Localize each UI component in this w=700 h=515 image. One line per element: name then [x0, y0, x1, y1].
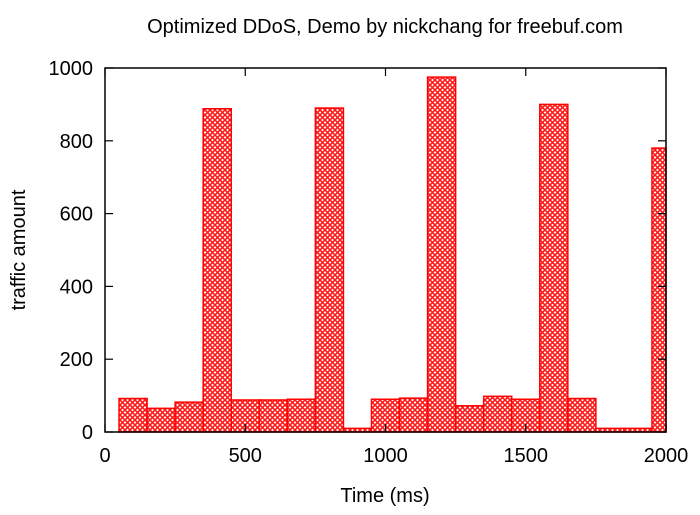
bar-600: [258, 399, 289, 433]
x-tick-label: 500: [229, 445, 262, 467]
bars-layer: [118, 76, 667, 433]
x-tick-label: 0: [99, 445, 110, 467]
x-axis: 0 500 1000 1500 2000: [99, 68, 688, 467]
x-tick-label: 1500: [504, 445, 549, 467]
x-axis-label: Time (ms): [340, 485, 429, 507]
bar-1100: [398, 397, 429, 433]
bar-800: [314, 107, 345, 433]
x-tick-label: 1000: [363, 445, 408, 467]
bar-200: [146, 407, 176, 433]
chart-title: Optimized DDoS, Demo by nickchang for fr…: [147, 16, 623, 38]
bar-100: [118, 397, 148, 433]
bar-1600: [539, 103, 569, 433]
y-tick-label: 600: [60, 204, 93, 226]
y-tick-label: 800: [60, 131, 93, 153]
bar-400: [202, 108, 232, 433]
y-tick-label: 0: [82, 422, 93, 444]
bar-1700: [567, 397, 597, 433]
y-axis-label: traffic amount: [8, 189, 30, 310]
bar-1300: [454, 405, 485, 433]
bar-2000: [651, 147, 667, 433]
y-axis: 0 200 400 600 800 1000: [49, 58, 666, 444]
bar-700: [286, 398, 317, 433]
y-tick-label: 200: [60, 349, 93, 371]
bar-300: [174, 401, 204, 433]
y-tick-label: 1000: [49, 58, 94, 80]
x-tick-label: 2000: [644, 445, 689, 467]
y-tick-label: 400: [60, 276, 93, 298]
plot-frame: [104, 67, 667, 433]
bar-1200: [426, 76, 457, 433]
bar-1400: [482, 395, 513, 433]
